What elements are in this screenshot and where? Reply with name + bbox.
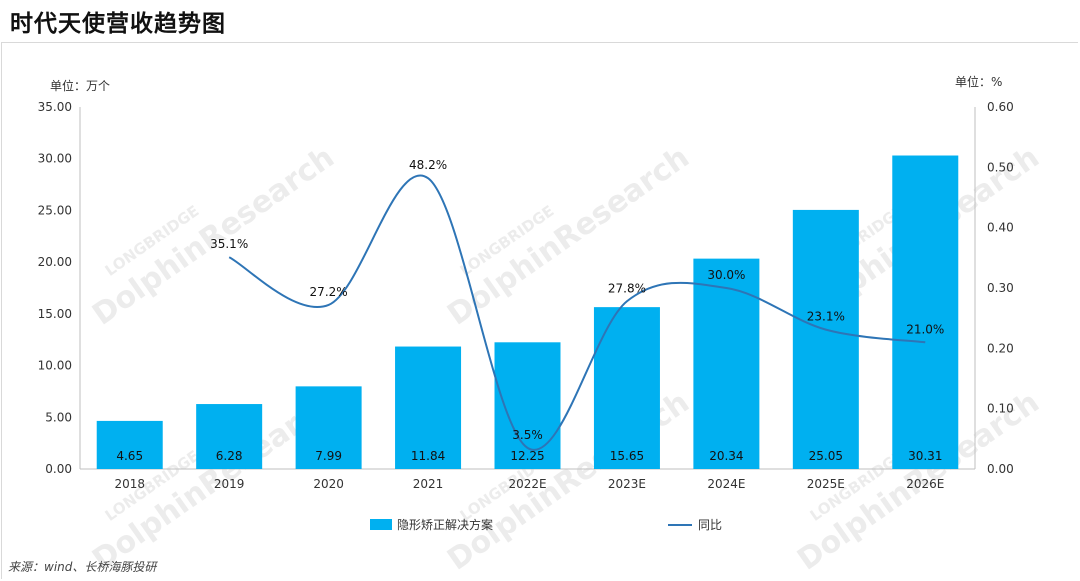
bar [96,420,163,469]
right-tick-label: 0.50 [987,160,1014,174]
bar-data-label: 15.65 [610,449,644,463]
left-axis-unit: 单位：万个 [50,78,110,93]
bar [792,209,859,469]
axes: 0.00 5.00 10.00 15.00 20.00 25.00 30.00 35.00 0.… [38,100,1014,491]
right-tick-label: 0.10 [987,402,1014,416]
right-tick-label: 0.00 [987,462,1014,476]
line-data-label: 21.0% [906,322,944,336]
bar-data-label: 4.65 [116,449,143,463]
line-data-label: 23.1% [807,310,845,324]
left-tick-label: 10.00 [38,359,72,373]
right-tick-label: 0.60 [987,100,1014,114]
bar [295,386,362,469]
right-tick-label: 0.40 [987,221,1014,235]
x-tick-label: 2024E [707,477,745,491]
line-data-label: 48.2% [409,158,447,172]
yoy-line [228,174,926,451]
bar-data-label: 20.34 [709,449,743,463]
left-tick-label: 25.00 [38,203,72,217]
left-tick-label: 15.00 [38,307,72,321]
line-data-label: 35.1% [210,237,248,251]
line-data-label: 27.2% [310,285,348,299]
line-data-label: 27.8% [608,281,646,295]
legend-bar-swatch [370,519,392,530]
bar-data-label: 11.84 [411,449,445,463]
bar-data-label: 7.99 [315,449,342,463]
bar [892,155,959,469]
line-series: 35.1% 27.2% 48.2% 3.5% 27.8% 30.0% 23.1% 21.0% [210,158,944,451]
right-tick-label: 0.20 [987,341,1014,355]
chart-frame [1,42,1078,579]
left-tick-label: 30.00 [38,152,72,166]
right-axis-unit: 单位：% [955,74,1002,89]
x-tick-label: 2018 [114,477,145,491]
right-tick-label: 0.30 [987,281,1014,295]
line-data-label: 3.5% [512,428,543,442]
x-tick-label: 2022E [508,477,546,491]
x-tick-label: 2020 [313,477,344,491]
legend-line-label: 同比 [698,518,722,532]
left-tick-label: 0.00 [45,462,72,476]
bar-data-label: 30.31 [908,449,942,463]
source-note: 来源：wind、长桥海豚投研 [8,560,157,574]
chart-title: 时代天使营收趋势图 [10,11,226,37]
bar [593,307,660,469]
x-tick-label: 2025E [807,477,845,491]
bar-data-label: 12.25 [510,449,544,463]
left-tick-label: 35.00 [38,100,72,114]
left-tick-label: 5.00 [45,410,72,424]
legend-bar-label: 隐形矫正解决方案 [397,517,493,532]
legend: 隐形矫正解决方案 同比 [370,517,722,532]
bar-data-label: 6.28 [216,449,243,463]
left-tick-label: 20.00 [38,255,72,269]
x-tick-label: 2021 [413,477,444,491]
bar-data-label: 25.05 [809,449,843,463]
line-data-label: 30.0% [707,268,745,282]
x-tick-label: 2019 [214,477,245,491]
bar [196,404,263,469]
x-tick-label: 2023E [608,477,646,491]
bar [395,346,462,469]
bar [693,258,760,469]
x-tick-label: 2026E [906,477,944,491]
